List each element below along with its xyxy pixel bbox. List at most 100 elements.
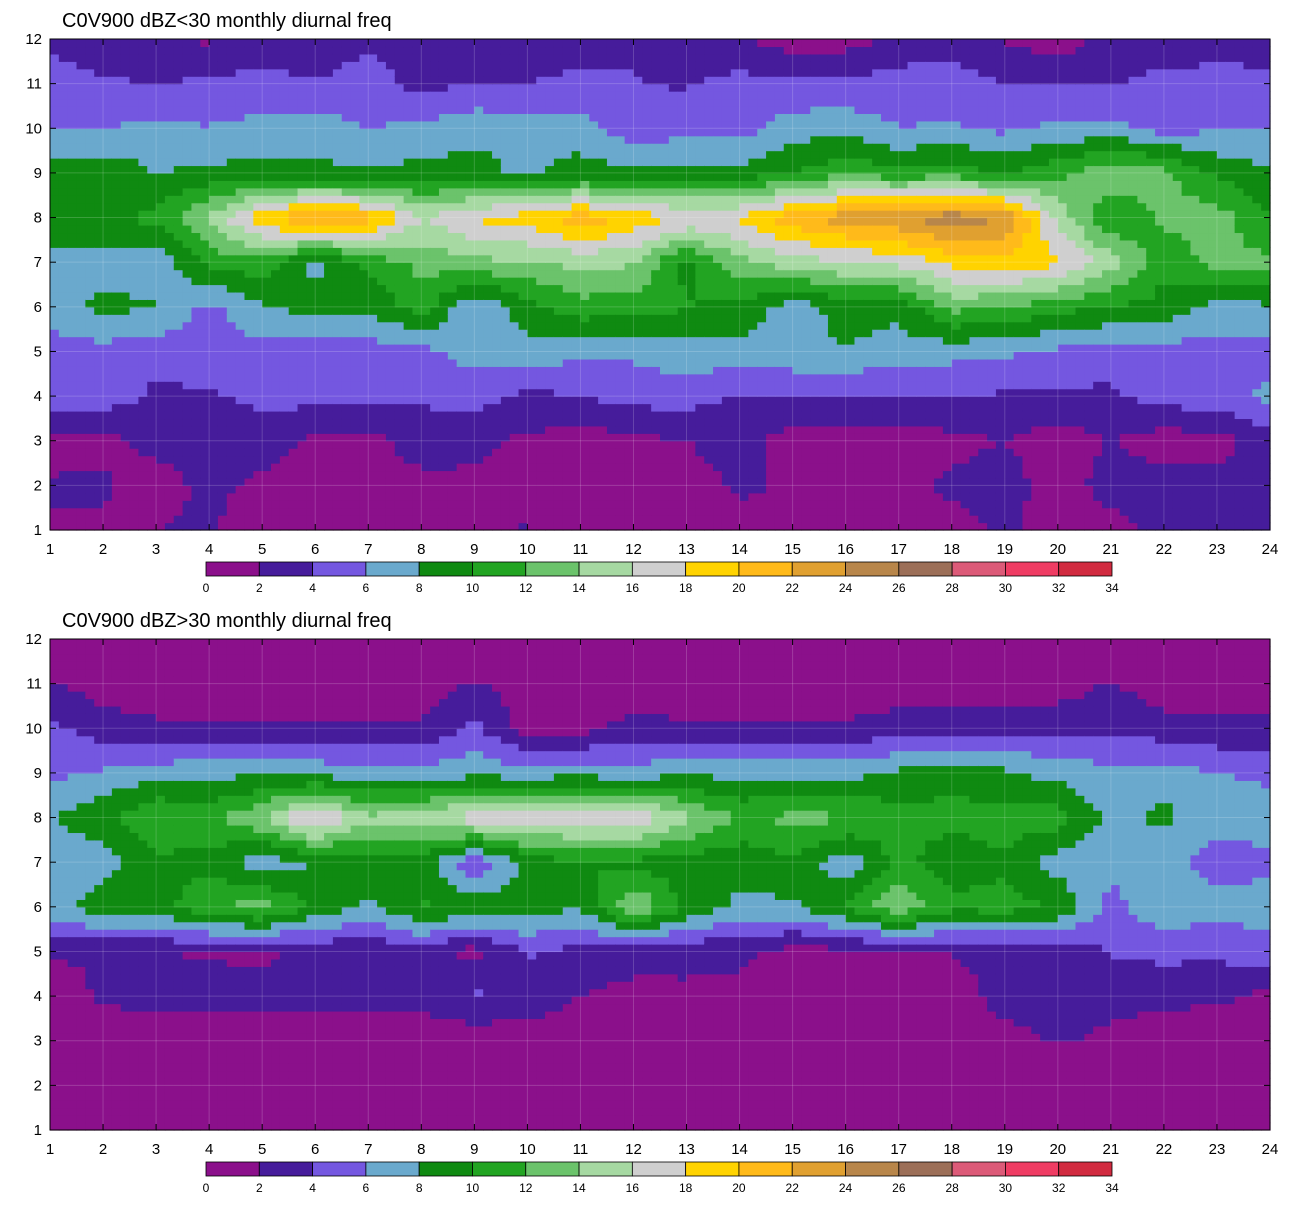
contour-cell [801,366,811,375]
contour-cell [907,381,917,390]
contour-cell [527,515,537,524]
contour-cell [1199,336,1209,345]
contour-cell [1004,425,1015,434]
contour-cell [1199,351,1209,360]
contour-cell [1190,373,1200,382]
contour-cell [748,492,758,501]
contour-cell [518,433,528,442]
contour-cell [1013,291,1024,300]
contour-cell [262,410,272,420]
contour-cell [660,425,670,434]
contour-cell [76,396,86,405]
contour-cell [553,291,564,300]
contour-cell [200,507,210,516]
contour-cell [403,388,414,397]
contour-cell [624,299,635,308]
contour-cell [704,403,714,412]
contour-cell [111,522,122,531]
contour-cell [1040,448,1050,457]
contour-cell [394,492,405,501]
contour-cell [271,366,281,375]
contour-cell [1075,284,1085,293]
contour-cell [518,418,528,427]
contour-cell [191,485,201,494]
contour-cell [739,492,750,501]
contour-cell [960,522,971,531]
contour-cell [872,314,882,323]
contour-cell [103,329,113,338]
contour-cell [1093,463,1103,472]
contour-cell [1199,455,1209,464]
contour-cell [1066,492,1077,501]
contour-cell [1181,299,1192,308]
contour-cell [881,373,891,382]
contour-cell [1146,344,1156,353]
contour-cell [589,381,599,390]
contour-cell [589,485,599,494]
contour-cell [925,448,935,457]
contour-cell [810,396,820,405]
contour-cell [1084,507,1094,516]
contour-cell [438,373,449,382]
contour-cell [934,515,944,524]
contour-cell [642,403,652,412]
contour-cell [438,358,449,367]
contour-cell [1048,470,1059,479]
contour-cell [465,284,475,293]
contour-cell [668,515,679,524]
contour-cell [403,269,414,278]
contour-cell [589,277,599,286]
contour-cell [58,358,69,367]
contour-cell [1163,433,1174,442]
contour-cell [368,314,378,323]
contour-cell [456,477,467,486]
contour-cell [527,306,537,315]
contour-cell [1155,455,1165,464]
contour-cell [978,433,988,442]
contour-cell [1022,440,1032,449]
contour-cell [606,381,617,390]
contour-cell [1190,262,1200,271]
contour-cell [50,500,60,509]
contour-cell [341,314,352,323]
contour-cell [1146,470,1156,479]
contour-cell [527,492,537,501]
contour-cell [200,418,210,427]
contour-cell [774,410,785,420]
contour-cell [253,418,263,427]
contour-cell [85,232,95,241]
contour-cell [845,522,856,531]
contour-cell [350,351,361,360]
contour-cell [1031,291,1041,300]
contour-cell [182,262,193,271]
contour-cell [571,373,582,382]
contour-cell [474,262,484,271]
contour-cell [474,366,484,375]
contour-cell [1040,373,1050,382]
contour-cell [412,455,422,464]
contour-cell [297,403,307,412]
contour-cell [1119,440,1130,449]
contour-cell [695,306,705,315]
contour-cell [598,403,608,412]
contour-cell [827,329,838,338]
contour-cell [120,433,131,442]
contour-cell [589,522,599,531]
contour-cell [660,440,670,449]
contour-cell [129,321,140,330]
contour-cell [111,477,122,486]
contour-cell [598,336,608,345]
contour-cell [916,448,926,457]
contour-cell [827,388,838,397]
contour-cell [925,410,935,420]
contour-cell [262,336,272,345]
contour-cell [704,262,714,271]
contour-cell [58,217,69,226]
contour-cell [898,455,909,464]
contour-cell [1040,314,1050,323]
contour-cell [872,425,882,434]
contour-cell [412,463,422,472]
contour-cell [642,448,652,457]
contour-cell [271,455,281,464]
contour-cell [1128,522,1138,531]
